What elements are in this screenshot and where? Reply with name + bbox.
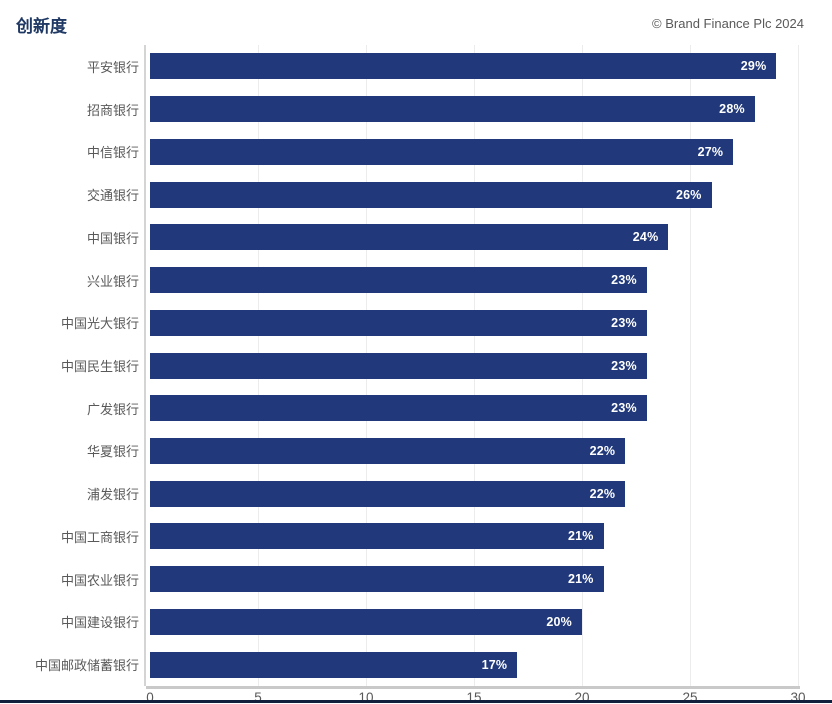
- category-label: 浦发银行: [86, 487, 139, 503]
- bar: 23%: [150, 395, 647, 422]
- value-label: 23%: [611, 401, 637, 416]
- value-label: 17%: [481, 657, 508, 672]
- bar: 29%: [150, 53, 777, 80]
- bar-row: 中信银行 27%: [87, 130, 798, 173]
- value-label: 21%: [567, 529, 594, 544]
- bar-row: 华夏银行 22%: [87, 430, 798, 473]
- bar: 20%: [150, 608, 582, 635]
- bar-row: 中国邮政储蓄银行 17%: [35, 643, 798, 686]
- bar-row: 浦发银行 22%: [87, 472, 798, 515]
- value-label: 23%: [611, 358, 637, 373]
- bar-row: 广发银行 23%: [87, 387, 798, 430]
- bar: 21%: [150, 523, 604, 550]
- bar-row: 中国工商银行 21%: [61, 515, 798, 558]
- bar: 23%: [150, 267, 647, 294]
- bar-row: 中国建设银行 20%: [61, 601, 798, 644]
- category-label: 招商银行: [86, 102, 139, 118]
- category-label: 中信银行: [86, 145, 139, 161]
- bar-row: 中国农业银行 21%: [61, 558, 798, 601]
- value-label: 20%: [546, 614, 572, 629]
- value-label: 27%: [697, 144, 724, 159]
- bar-row: 中国光大银行 23%: [61, 301, 798, 344]
- bar: 22%: [150, 480, 626, 507]
- bar: 28%: [150, 96, 755, 123]
- bar-row: 招商银行 28%: [87, 88, 798, 131]
- bar: 17%: [150, 651, 518, 678]
- bar: 27%: [150, 138, 734, 165]
- bar-row: 中国民生银行 23%: [61, 344, 798, 387]
- value-label: 29%: [740, 59, 767, 74]
- category-label: 平安银行: [86, 59, 139, 75]
- bar: 23%: [150, 352, 647, 379]
- bar: 22%: [150, 437, 626, 464]
- x-tick-label: 0: [146, 690, 154, 704]
- bar: 24%: [150, 224, 669, 251]
- bar-row: 交通银行 26%: [87, 173, 798, 216]
- category-label: 中国邮政储蓄银行: [34, 658, 139, 674]
- value-label: 23%: [611, 315, 637, 330]
- category-label: 中国工商银行: [60, 529, 139, 545]
- bar-row: 兴业银行 23%: [87, 259, 798, 302]
- category-label: 中国农业银行: [60, 572, 139, 588]
- category-label: 中国银行: [86, 230, 139, 246]
- value-label: 22%: [589, 486, 616, 501]
- value-label: 28%: [719, 102, 745, 117]
- value-label: 22%: [589, 443, 616, 458]
- value-label: 21%: [567, 572, 594, 587]
- bar: 21%: [150, 566, 604, 593]
- category-label: 广发银行: [86, 401, 139, 417]
- category-label: 中国光大银行: [60, 316, 139, 332]
- gridline: [690, 45, 691, 686]
- bar: 26%: [150, 181, 712, 208]
- value-label: 24%: [632, 230, 659, 245]
- category-label: 交通银行: [86, 188, 139, 204]
- bar-row: 平安银行 29%: [87, 45, 798, 88]
- page-title: 创新度: [16, 17, 67, 36]
- copyright-text: © Brand Finance Plc 2024: [652, 16, 804, 31]
- category-label: 华夏银行: [86, 444, 139, 460]
- bottom-border-strip: [0, 700, 832, 703]
- value-label: 26%: [675, 187, 702, 202]
- category-label: 中国民生银行: [60, 359, 139, 374]
- bar: 23%: [150, 309, 647, 336]
- bar-chart-plot-area: 平安银行 29% 招商银行 28% 中信银行 27% 交通银行 26% 中国银行 24% 兴业银行 2…: [35, 45, 800, 689]
- bar-row: 中国银行 24%: [87, 216, 798, 259]
- category-label: 兴业银行: [86, 273, 139, 289]
- value-label: 23%: [611, 273, 637, 288]
- x-tick-label: 5: [254, 690, 262, 704]
- y-axis-line: [144, 45, 146, 686]
- x-axis-line: [146, 686, 800, 689]
- gridline: [798, 45, 799, 686]
- category-label: 中国建设银行: [60, 615, 139, 631]
- bar-rows: 平安银行 29% 招商银行 28% 中信银行 27% 交通银行 26% 中国银行 24% 兴业银行 2…: [35, 45, 798, 686]
